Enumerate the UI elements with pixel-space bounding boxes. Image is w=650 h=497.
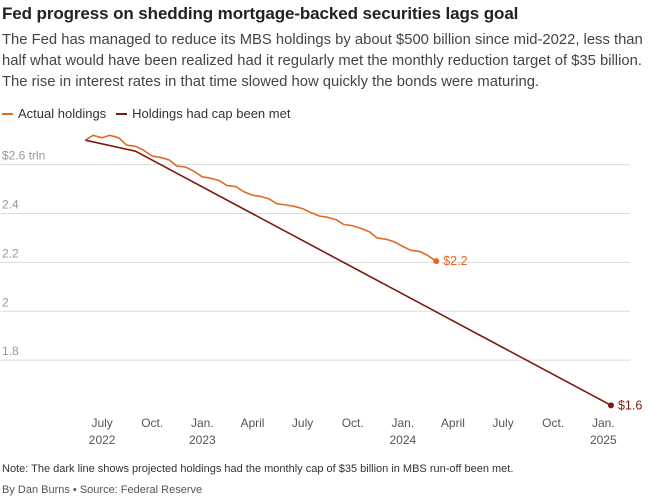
x-tick-label-10: Jan.: [592, 416, 615, 430]
x-tick-year-label-2: 2023: [189, 433, 216, 447]
series-end-label-1: $1.6: [618, 398, 642, 412]
legend-swatch-actual: [2, 112, 13, 115]
y-tick-label-2: 2.2: [2, 246, 19, 260]
series-end-point-0: [433, 258, 440, 265]
legend-label-actual: Actual holdings: [18, 106, 107, 121]
y-tick-label-3: 2: [2, 295, 9, 309]
series-end-label-0: $2.2: [443, 254, 467, 268]
x-tick-label-2: Jan.: [191, 416, 214, 430]
chart-credit: By Dan Burns • Source: Federal Reserve: [2, 484, 203, 496]
series-line-0: [84, 134, 437, 262]
legend-item-cap: Holdings had cap been met: [116, 106, 290, 121]
series-end-point-1: [607, 402, 614, 409]
chart-subtitle: The Fed has managed to reduce its MBS ho…: [2, 32, 643, 90]
x-tick-label-7: April: [441, 416, 465, 430]
legend-item-actual: Actual holdings: [2, 106, 106, 121]
x-tick-label-6: Jan.: [391, 416, 414, 430]
legend-swatch-cap: [116, 112, 128, 115]
x-tick-label-0: July: [91, 416, 112, 430]
x-tick-label-4: July: [292, 416, 313, 430]
x-tick-label-3: April: [240, 416, 264, 430]
y-tick-label-4: 1.8: [2, 344, 19, 358]
x-tick-label-1: Oct.: [141, 416, 163, 430]
y-tick-label-1: 2.4: [2, 198, 19, 212]
x-tick-year-label-10: 2025: [590, 433, 617, 447]
x-tick-year-label-0: 2022: [89, 433, 116, 447]
x-tick-label-8: July: [492, 416, 513, 430]
x-tick-label-5: Oct.: [342, 416, 364, 430]
legend-label-cap: Holdings had cap been met: [132, 106, 291, 121]
y-tick-label-0: $2.6 trln: [2, 149, 45, 163]
chart-title: Fed progress on shedding mortgage-backed…: [2, 4, 519, 23]
x-tick-label-9: Oct.: [542, 416, 564, 430]
line-chart: $2.6 trln 2.4 2.2 2 1.8 July 2022 Oct. Jan. 2023 A…: [0, 134, 642, 447]
series-line-1: [85, 139, 612, 407]
legend: Actual holdings Holdings had cap been me…: [2, 106, 300, 121]
chart-note: Note: The dark line shows projected hold…: [2, 463, 514, 475]
x-tick-year-label-6: 2024: [389, 433, 416, 447]
